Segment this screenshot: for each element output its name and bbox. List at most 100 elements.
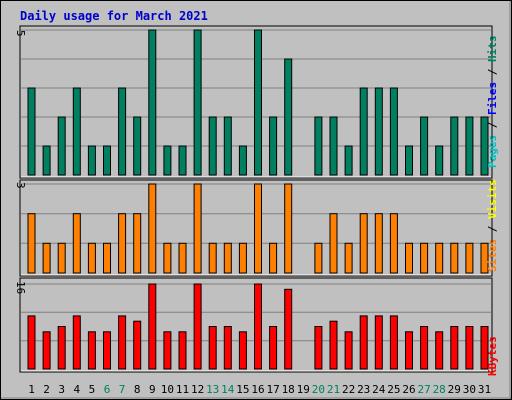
- bar-kbytes-day-7: [118, 315, 127, 370]
- bar-hits-day-3: [57, 116, 66, 176]
- bar-kbytes-day-3: [57, 326, 66, 370]
- bar-hits-day-10: [163, 145, 172, 176]
- bar-hits-day-22: [344, 145, 353, 176]
- bar-kbytes-day-12: [193, 283, 202, 370]
- bar-kbytes-day-16: [254, 283, 262, 370]
- x-tick-label: 12: [191, 383, 204, 396]
- bar-kbytes-day-10: [163, 331, 172, 370]
- x-tick-label: 1: [28, 383, 35, 396]
- bar-kbytes-day-1: [27, 315, 36, 370]
- bar-hits-day-5: [87, 145, 96, 176]
- bar-sites-day-18: [284, 183, 293, 274]
- y-max-label-hits: 5: [14, 30, 27, 37]
- x-tick-label: 23: [357, 383, 370, 396]
- bar-sites-day-13: [208, 242, 217, 274]
- x-tick-label: 29: [448, 383, 461, 396]
- legend-hits: Hits: [486, 36, 499, 63]
- bar-kbytes-day-15: [238, 331, 247, 370]
- bar-kbytes-day-5: [87, 331, 96, 370]
- bar-sites-day-31: [480, 242, 489, 274]
- x-tick-label: 31: [478, 383, 491, 396]
- x-tick-label: 24: [372, 383, 386, 396]
- bar-hits-day-26: [405, 145, 413, 176]
- x-tick-label: 16: [251, 383, 264, 396]
- bar-sites-day-9: [148, 183, 157, 274]
- bar-sites-day-7: [118, 213, 127, 274]
- bar-kbytes-day-6: [103, 331, 111, 370]
- bar-sites-day-4: [72, 213, 81, 274]
- x-tick-label: 10: [161, 383, 174, 396]
- x-tick-label: 8: [134, 383, 141, 396]
- bar-kbytes-day-4: [72, 315, 81, 370]
- x-tick-label: 26: [402, 383, 415, 396]
- x-tick-label: 5: [89, 383, 96, 396]
- bar-sites-day-22: [344, 242, 353, 274]
- bar-kbytes-day-25: [389, 315, 398, 370]
- bar-sites-day-17: [269, 242, 278, 274]
- bar-kbytes-day-14: [223, 326, 232, 370]
- x-tick-label: 17: [266, 383, 279, 396]
- bar-sites-day-21: [329, 213, 338, 274]
- bar-hits-day-13: [208, 116, 217, 176]
- bar-hits-day-21: [329, 116, 338, 176]
- y-max-label-kbytes: 16: [14, 281, 27, 294]
- x-tick-label: 3: [58, 383, 65, 396]
- bar-kbytes-day-23: [359, 315, 368, 370]
- bar-hits-day-30: [465, 116, 474, 176]
- x-tick-label: 18: [282, 383, 295, 396]
- bar-hits-day-12: [193, 29, 202, 176]
- bar-hits-day-8: [133, 116, 142, 176]
- y-max-label-sites: 3: [14, 182, 27, 189]
- bar-hits-day-29: [450, 116, 459, 176]
- bar-hits-day-18: [284, 58, 293, 176]
- bar-sites-day-5: [87, 242, 96, 274]
- legend-hits-panel: Pages / Files / Hits: [486, 36, 499, 169]
- legend-sites-panel: Sites / Visits: [486, 179, 499, 272]
- bar-hits-day-6: [103, 145, 111, 176]
- x-tick-label: 25: [387, 383, 400, 396]
- bar-sites-day-14: [223, 242, 232, 274]
- bar-sites-day-15: [238, 242, 247, 274]
- bar-kbytes-day-8: [133, 320, 142, 370]
- bar-sites-day-10: [163, 242, 172, 274]
- x-axis-labels: 1 2 3 4 5 6 7 8 9 10 11 12 13 14 15 16 17 18 19 20 21 22 23 24 2…: [28, 383, 491, 396]
- bar-sites-day-16: [254, 183, 262, 274]
- bars: [27, 29, 489, 370]
- bar-kbytes-day-29: [450, 326, 459, 370]
- bar-sites-day-26: [405, 242, 413, 274]
- x-tick-label: 20: [312, 383, 325, 396]
- x-tick-label: 21: [327, 383, 340, 396]
- x-tick-label: 9: [149, 383, 156, 396]
- bar-hits-day-4: [72, 87, 81, 176]
- bar-hits-day-16: [254, 29, 262, 176]
- chart-title: Daily usage for March 2021: [20, 9, 208, 23]
- bar-kbytes-day-21: [329, 320, 338, 370]
- bar-sites-day-12: [193, 183, 202, 274]
- bar-sites-day-29: [450, 242, 459, 274]
- bar-sites-day-27: [420, 242, 429, 274]
- bar-hits-day-31: [480, 116, 489, 176]
- bar-kbytes-day-24: [374, 315, 383, 370]
- x-tick-label: 28: [433, 383, 446, 396]
- x-tick-label: 11: [176, 383, 189, 396]
- bar-hits-day-27: [420, 116, 429, 176]
- bar-hits-day-25: [389, 87, 398, 176]
- x-tick-label: 2: [43, 383, 50, 396]
- legend-files: Files: [486, 82, 499, 115]
- bar-sites-day-3: [57, 242, 66, 274]
- bar-hits-day-17: [269, 116, 278, 176]
- bar-sites-day-20: [314, 242, 323, 274]
- bar-kbytes-day-27: [420, 326, 429, 370]
- svg-text:KBytes: KBytes: [486, 336, 499, 376]
- bar-kbytes-day-22: [344, 331, 353, 370]
- legend-visits: Visits: [486, 179, 499, 219]
- bar-kbytes-day-17: [269, 326, 278, 370]
- x-tick-label: 14: [221, 383, 235, 396]
- legend-kbytes-panel: KBytes: [486, 336, 499, 376]
- bar-kbytes-day-20: [314, 326, 323, 370]
- bar-kbytes-day-28: [435, 331, 444, 370]
- bar-hits-day-23: [359, 87, 368, 176]
- bar-hits-day-20: [314, 116, 323, 176]
- bar-hits-day-7: [118, 87, 127, 176]
